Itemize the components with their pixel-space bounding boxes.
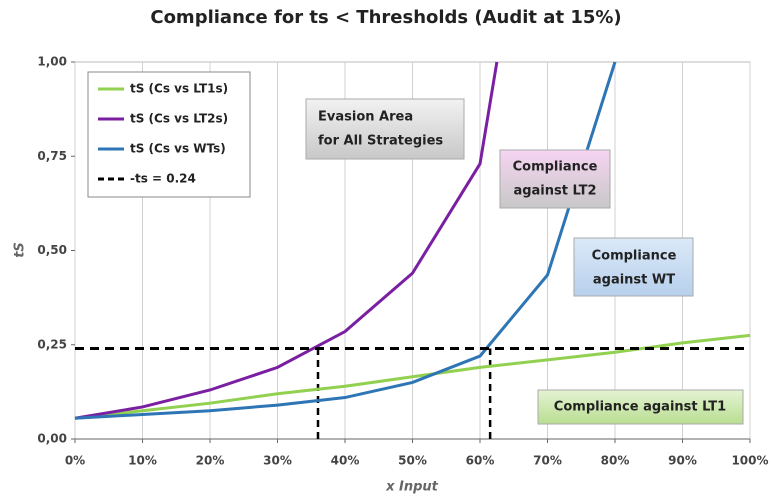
y-tick-label: 0,75: [37, 149, 67, 163]
y-tick-label: 0,00: [37, 432, 67, 446]
y-tick-label: 1,00: [37, 55, 67, 69]
x-tick-label: 30%: [263, 454, 292, 468]
x-tick-label: 70%: [533, 454, 562, 468]
annotation: Compliance against WT: [573, 237, 694, 297]
annotation-box: [499, 149, 611, 209]
x-tick-label: 90%: [668, 454, 697, 468]
annotation-box: [573, 237, 694, 297]
x-tick-label: 40%: [331, 454, 360, 468]
x-tick-label: 80%: [601, 454, 630, 468]
y-tick-label: 0,50: [37, 243, 67, 257]
series-line: [74, 61, 617, 420]
legend-label: -ts = 0.24: [130, 172, 196, 186]
annotation-text: Evasion Area: [318, 110, 413, 125]
y-tick-label: 0,25: [37, 337, 67, 351]
annotation-text: Compliance: [592, 249, 677, 264]
legend-label: tS (Cs vs WTs): [130, 142, 226, 156]
annotation: Compliance against LT2: [499, 149, 611, 209]
annotation-text: against LT2: [513, 184, 596, 199]
x-tick-label: 50%: [398, 454, 427, 468]
annotation-text: for All Strategies: [318, 134, 443, 149]
annotation-text: Compliance against LT1: [554, 400, 726, 415]
x-tick-label: 10%: [128, 454, 157, 468]
x-tick-label: 100%: [731, 454, 768, 468]
x-tick-label: 20%: [196, 454, 225, 468]
x-axis-label: x Input: [385, 480, 439, 495]
legend-label: tS (Cs vs LT1s): [130, 82, 228, 96]
legend: tS (Cs vs LT1s) tS (Cs vs LT2s) tS (Cs vs …: [87, 71, 251, 198]
x-tick-label: 60%: [466, 454, 495, 468]
annotation-box: [537, 389, 744, 425]
legend-label: tS (Cs vs LT2s): [130, 112, 228, 126]
series-line: [74, 61, 499, 420]
annotation-text: against WT: [593, 273, 675, 288]
y-axis-label: tS: [13, 242, 28, 258]
annotation: Compliance against LT1: [537, 389, 744, 425]
x-tick-label: 0%: [65, 454, 85, 468]
legend-box: [87, 71, 251, 198]
chart-title: Compliance for ts < Thresholds (Audit at…: [150, 7, 621, 28]
annotation-box: [305, 98, 465, 160]
annotation: Evasion Area for All Strategies: [305, 98, 465, 160]
annotation-text: Compliance: [513, 160, 598, 175]
